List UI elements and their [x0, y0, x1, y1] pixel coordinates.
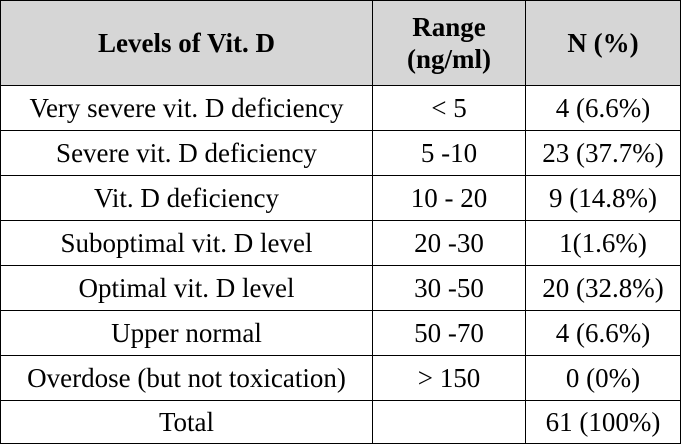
- n-cell: 9 (14.8%): [525, 175, 681, 221]
- table-body: Very severe vit. D deficiency < 5 4 (6.6…: [0, 85, 681, 444]
- table-row: Vit. D deficiency 10 - 20 9 (14.8%): [0, 175, 681, 221]
- range-cell: 50 -70: [372, 310, 526, 356]
- level-cell: Upper normal: [0, 310, 373, 356]
- n-cell: 20 (32.8%): [525, 265, 681, 311]
- range-cell: > 150: [372, 355, 526, 401]
- total-range-cell: [372, 400, 526, 444]
- range-cell: 10 - 20: [372, 175, 526, 221]
- n-cell: 4 (6.6%): [525, 310, 681, 356]
- table-row: Severe vit. D deficiency 5 -10 23 (37.7%…: [0, 130, 681, 176]
- level-cell: Severe vit. D deficiency: [0, 130, 373, 176]
- header-range-line2: (ng/ml): [407, 44, 491, 74]
- level-cell: Very severe vit. D deficiency: [0, 85, 373, 131]
- range-cell: 5 -10: [372, 130, 526, 176]
- level-cell: Vit. D deficiency: [0, 175, 373, 221]
- table-header: Levels of Vit. D Range (ng/ml) N (%): [0, 0, 681, 86]
- header-row: Levels of Vit. D Range (ng/ml) N (%): [0, 0, 681, 86]
- n-cell: 23 (37.7%): [525, 130, 681, 176]
- total-label-cell: Total: [0, 400, 373, 444]
- level-cell: Overdose (but not toxication): [0, 355, 373, 401]
- n-cell: 1(1.6%): [525, 220, 681, 266]
- table-row: Overdose (but not toxication) > 150 0 (0…: [0, 355, 681, 401]
- total-n-cell: 61 (100%): [525, 400, 681, 444]
- n-cell: 4 (6.6%): [525, 85, 681, 131]
- table-row: Very severe vit. D deficiency < 5 4 (6.6…: [0, 85, 681, 131]
- level-cell: Suboptimal vit. D level: [0, 220, 373, 266]
- total-row: Total 61 (100%): [0, 400, 681, 444]
- n-cell: 0 (0%): [525, 355, 681, 401]
- header-range-line1: Range: [412, 12, 486, 42]
- table-row: Suboptimal vit. D level 20 -30 1(1.6%): [0, 220, 681, 266]
- range-cell: < 5: [372, 85, 526, 131]
- table-row: Optimal vit. D level 30 -50 20 (32.8%): [0, 265, 681, 311]
- range-cell: 20 -30: [372, 220, 526, 266]
- table-row: Upper normal 50 -70 4 (6.6%): [0, 310, 681, 356]
- header-levels: Levels of Vit. D: [0, 0, 373, 86]
- header-n: N (%): [525, 0, 681, 86]
- range-cell: 30 -50: [372, 265, 526, 311]
- header-range: Range (ng/ml): [372, 0, 526, 86]
- level-cell: Optimal vit. D level: [0, 265, 373, 311]
